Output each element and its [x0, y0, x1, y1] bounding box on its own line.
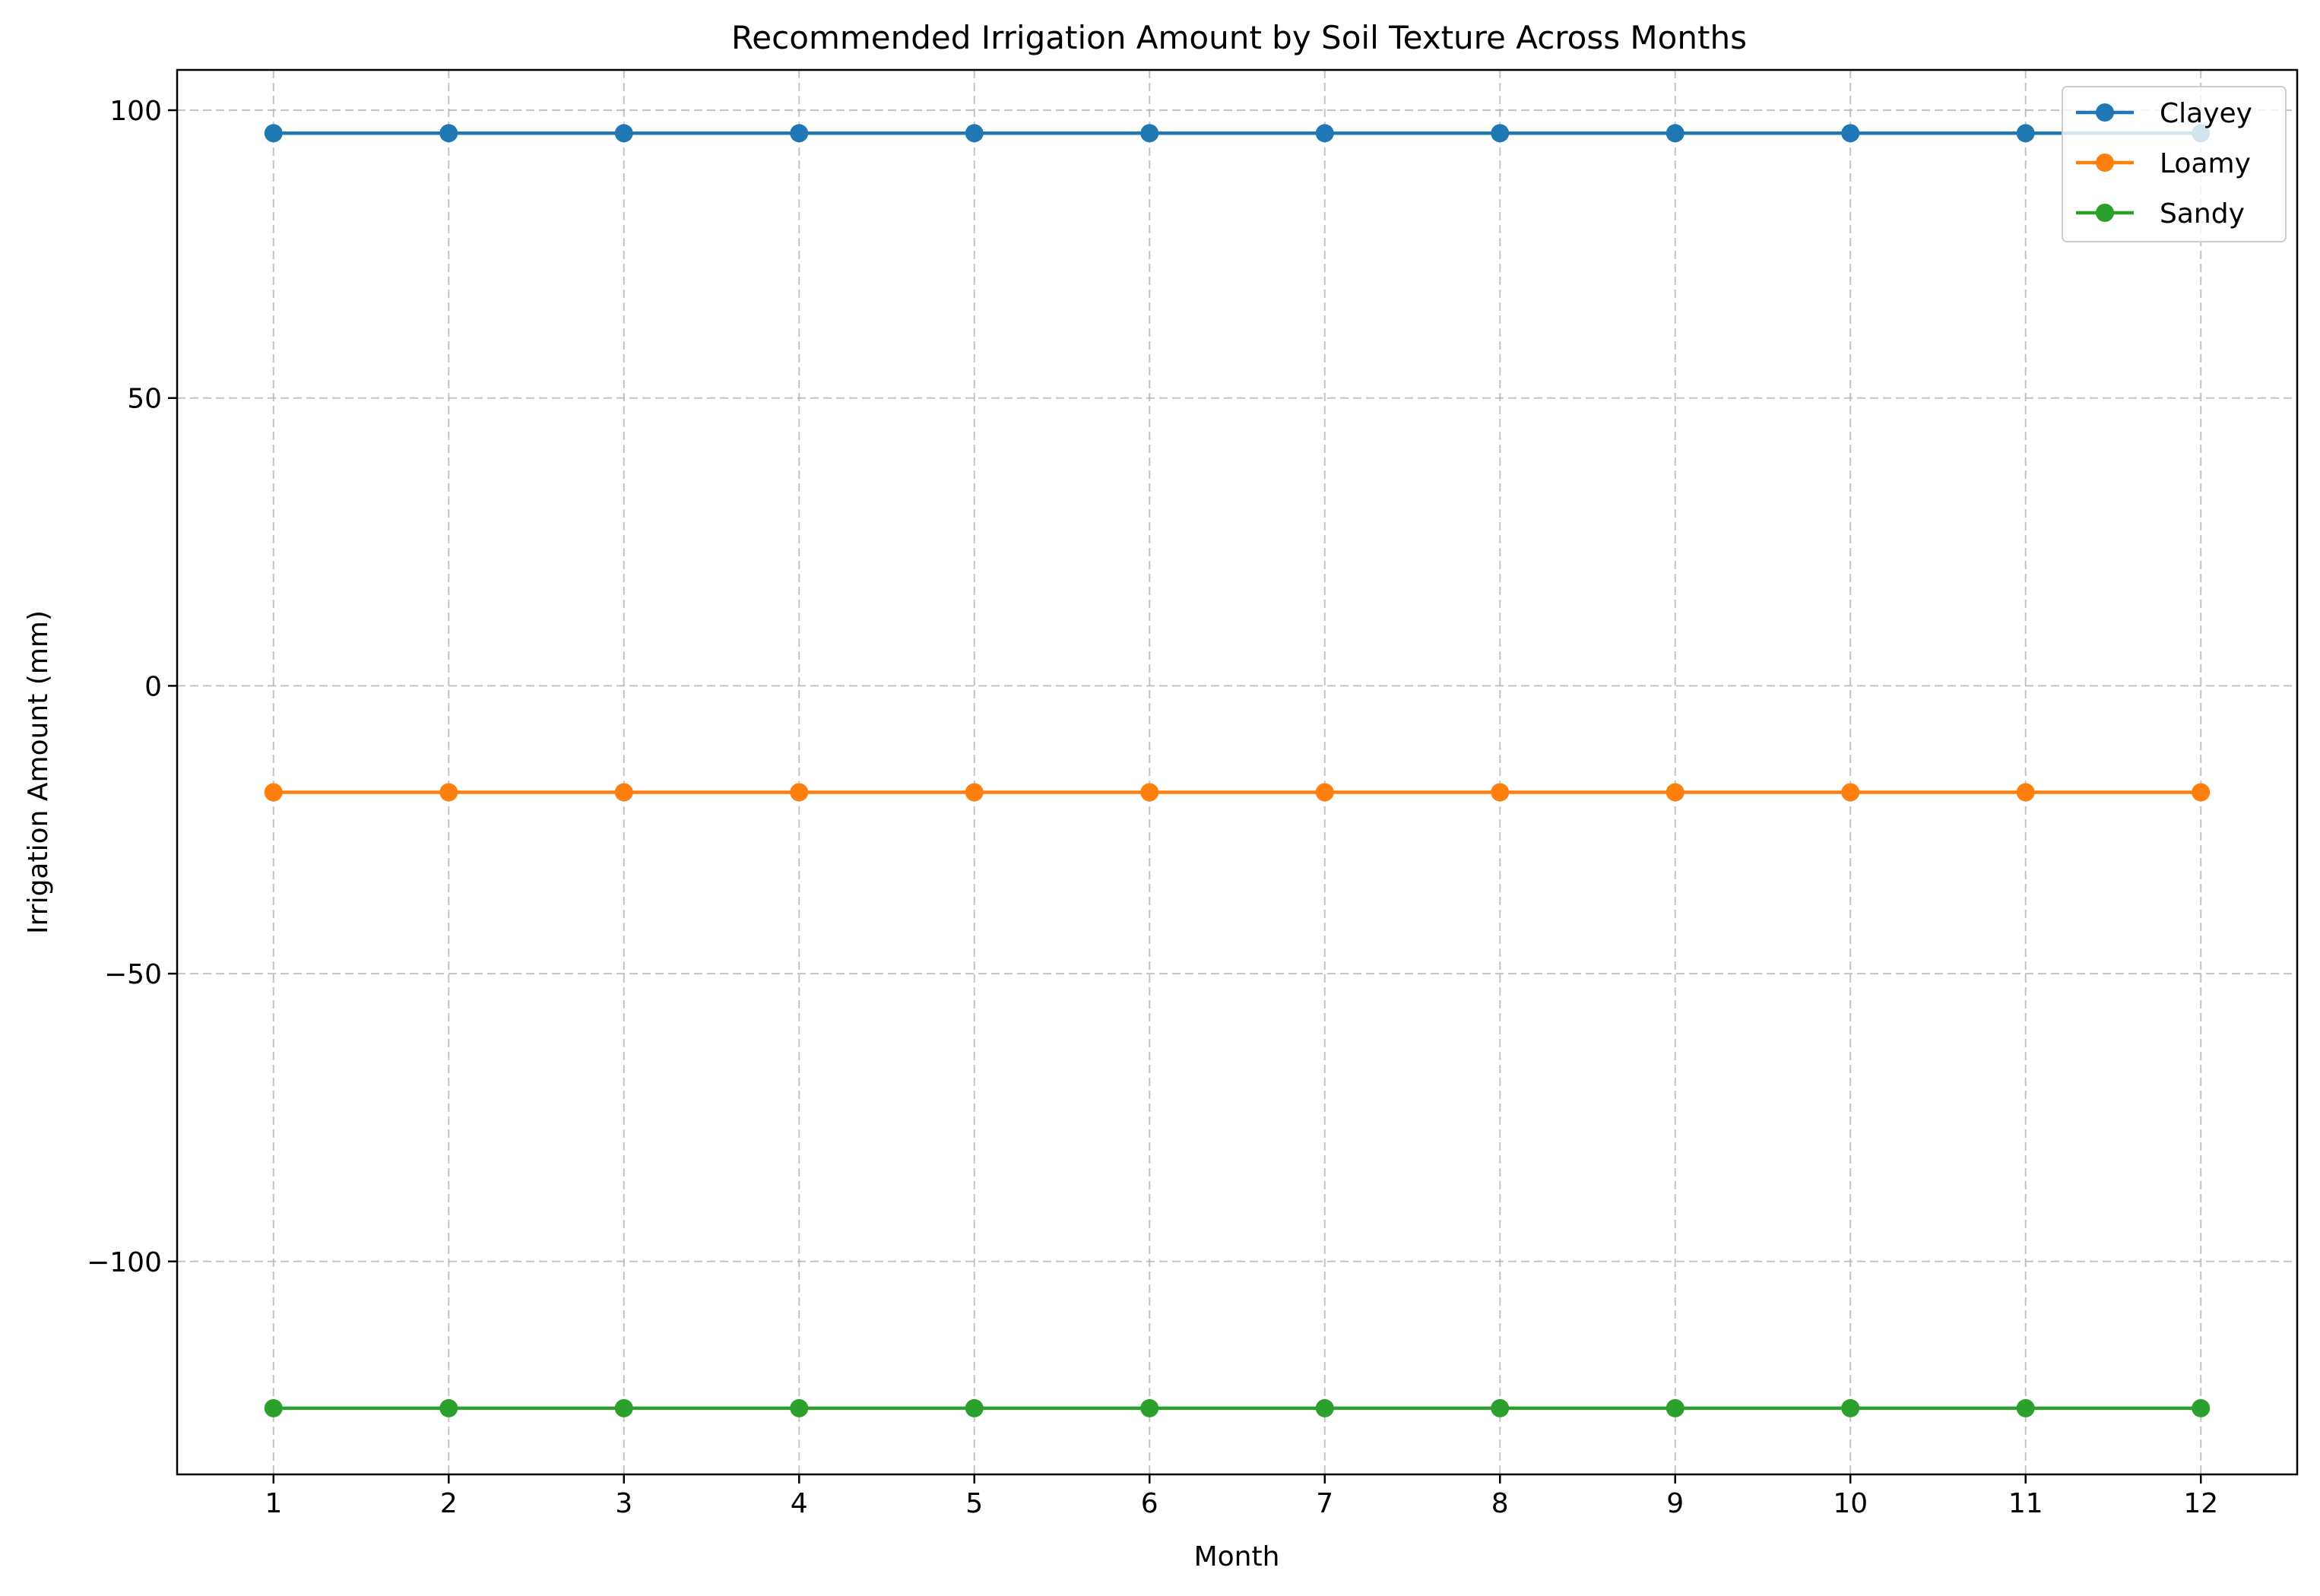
- x-tick-label: 8: [1491, 1488, 1509, 1519]
- data-point-sandy: [439, 1398, 458, 1417]
- series-layer: [264, 124, 2211, 1417]
- data-point-loamy: [439, 783, 458, 802]
- data-point-loamy: [1140, 783, 1159, 802]
- data-point-sandy: [1491, 1398, 1510, 1417]
- data-point-clayey: [1491, 124, 1510, 143]
- legend-swatch-marker: [2096, 103, 2114, 122]
- data-point-sandy: [1666, 1398, 1685, 1417]
- x-tick-label: 1: [265, 1488, 282, 1519]
- legend-item-loamy: Loamy: [2076, 148, 2251, 179]
- data-point-loamy: [2192, 783, 2211, 802]
- x-tick-label: 3: [615, 1488, 632, 1519]
- data-point-clayey: [790, 124, 809, 143]
- data-point-loamy: [1491, 783, 1510, 802]
- data-point-sandy: [614, 1398, 633, 1417]
- data-point-clayey: [264, 124, 283, 143]
- x-tick-label: 9: [1666, 1488, 1684, 1519]
- data-point-clayey: [1841, 124, 1860, 143]
- data-point-sandy: [2192, 1398, 2211, 1417]
- y-tick-label: −100: [87, 1247, 162, 1278]
- legend-box: [2062, 86, 2287, 242]
- x-tick-label: 10: [1833, 1488, 1868, 1519]
- data-point-sandy: [965, 1398, 984, 1417]
- legend: Clayey Loamy Sandy: [2062, 86, 2287, 242]
- legend-item-sandy: Sandy: [2076, 198, 2245, 230]
- x-tick-label: 7: [1316, 1488, 1333, 1519]
- data-point-clayey: [965, 124, 984, 143]
- chart-title: Recommended Irrigation Amount by Soil Te…: [731, 19, 1747, 56]
- data-point-clayey: [2016, 124, 2035, 143]
- data-point-sandy: [264, 1398, 283, 1417]
- legend-label: Clayey: [2160, 98, 2252, 129]
- data-point-loamy: [1841, 783, 1860, 802]
- y-tick-label: 0: [144, 671, 162, 702]
- data-point-clayey: [1315, 124, 1334, 143]
- grid-lines: [177, 70, 2297, 1474]
- x-axis-label: Month: [1194, 1541, 1280, 1572]
- legend-item-clayey: Clayey: [2076, 98, 2252, 129]
- series-clayey: [264, 124, 2211, 143]
- data-point-loamy: [1666, 783, 1685, 802]
- x-tick-label: 12: [2183, 1488, 2218, 1519]
- data-point-loamy: [2016, 783, 2035, 802]
- data-point-sandy: [2016, 1398, 2035, 1417]
- data-point-clayey: [439, 124, 458, 143]
- series-loamy: [264, 783, 2211, 802]
- legend-label: Loamy: [2160, 148, 2251, 179]
- y-tick-label: 50: [127, 384, 162, 415]
- series-sandy: [264, 1398, 2211, 1417]
- y-tick-label: −50: [104, 959, 162, 990]
- x-tick-label: 4: [791, 1488, 808, 1519]
- x-tick-label: 2: [440, 1488, 458, 1519]
- x-tick-label: 6: [1141, 1488, 1158, 1519]
- legend-label: Sandy: [2160, 198, 2245, 230]
- data-point-loamy: [965, 783, 984, 802]
- data-point-sandy: [1140, 1398, 1159, 1417]
- y-axis-label: Irrigation Amount (mm): [23, 610, 54, 934]
- data-point-loamy: [790, 783, 809, 802]
- data-point-loamy: [1315, 783, 1334, 802]
- data-point-sandy: [790, 1398, 809, 1417]
- legend-swatch-marker: [2096, 204, 2114, 222]
- data-point-clayey: [1140, 124, 1159, 143]
- data-point-clayey: [614, 124, 633, 143]
- data-point-sandy: [1841, 1398, 1860, 1417]
- plot-area-frame: [176, 68, 2299, 1476]
- data-point-loamy: [264, 783, 283, 802]
- legend-swatch-marker: [2096, 154, 2114, 172]
- data-point-sandy: [1315, 1398, 1334, 1417]
- x-tick-label: 5: [965, 1488, 983, 1519]
- data-point-loamy: [614, 783, 633, 802]
- data-point-clayey: [1666, 124, 1685, 143]
- y-tick-label: 100: [109, 96, 162, 127]
- x-tick-label: 11: [2008, 1488, 2043, 1519]
